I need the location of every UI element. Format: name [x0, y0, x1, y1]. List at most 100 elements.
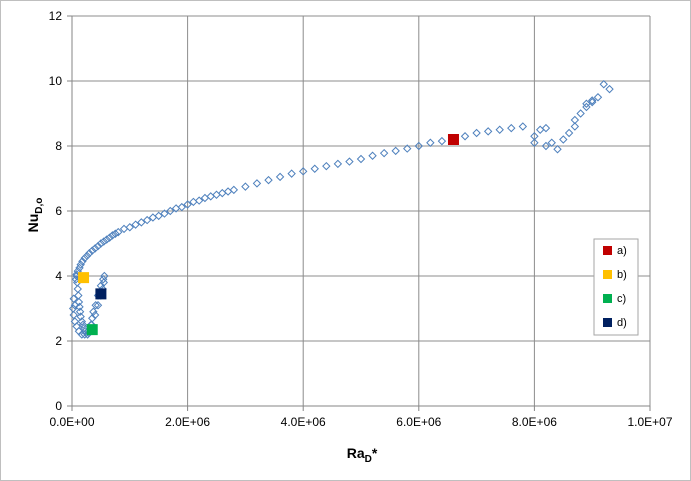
data-point: [69, 310, 78, 320]
y-tick-label: 2: [55, 334, 62, 348]
x-tick-label: 2.0E+06: [165, 415, 210, 429]
data-point: [564, 128, 574, 138]
highlight-marker: [95, 288, 107, 300]
data-point: [322, 161, 331, 171]
data-point: [99, 275, 108, 284]
data-point: [333, 159, 343, 169]
data-point: [593, 93, 603, 102]
data-point: [483, 127, 493, 136]
data-point: [368, 151, 377, 160]
data-point: [414, 141, 424, 151]
gridlines: [71, 15, 651, 407]
data-point: [100, 271, 109, 281]
highlight-marker: [86, 324, 98, 336]
x-tick-label: 6.0E+06: [396, 415, 441, 429]
data-point: [74, 297, 84, 307]
y-tick-label: 0: [55, 399, 62, 413]
data-point: [76, 312, 85, 321]
y-tick-label: 6: [55, 204, 62, 218]
legend-label: d): [617, 317, 627, 329]
data-point: [587, 97, 597, 107]
data-point: [229, 185, 239, 195]
data-point: [541, 123, 551, 133]
data-point: [82, 251, 92, 261]
data-point: [69, 294, 78, 303]
data-point: [76, 260, 85, 269]
data-point: [154, 211, 163, 221]
data-point: [241, 182, 250, 191]
data-point: [472, 128, 481, 138]
data-point: [166, 206, 175, 216]
data-point: [426, 138, 435, 147]
x-tick-label: 8.0E+06: [512, 415, 557, 429]
data-point: [391, 146, 400, 156]
data-point: [75, 307, 85, 316]
data-point: [125, 223, 135, 232]
data-point: [547, 138, 556, 147]
data-point: [85, 249, 94, 258]
data-point: [105, 233, 114, 242]
highlight-markers: [78, 134, 459, 336]
data-point: [356, 154, 366, 164]
data-point: [160, 209, 169, 218]
data-point: [93, 241, 103, 251]
data-point: [599, 80, 608, 89]
y-tick-label: 8: [55, 139, 62, 153]
x-axis-title: RaD*: [347, 445, 378, 465]
data-point: [74, 291, 83, 300]
y-tick-label: 10: [49, 74, 63, 88]
data-point: [460, 132, 470, 141]
data-point: [108, 231, 117, 240]
legend-swatch: [603, 246, 612, 255]
data-point: [131, 220, 140, 229]
data-point: [88, 246, 97, 255]
data-point: [570, 122, 580, 131]
legend-label: a): [617, 245, 627, 257]
data-point: [559, 135, 568, 144]
data-point: [111, 229, 120, 238]
data-point: [96, 239, 106, 248]
data-point: [541, 141, 551, 151]
legend: a) b) c) d): [593, 238, 639, 336]
data-point: [73, 266, 82, 276]
data-point: [264, 175, 273, 185]
data-point: [518, 122, 528, 131]
data-point: [437, 136, 447, 146]
data-point: [183, 200, 192, 209]
y-tick-label: 4: [55, 269, 62, 283]
data-point: [102, 235, 111, 244]
data-point: [287, 169, 296, 178]
x-tick-label: 1.0E+07: [627, 415, 672, 429]
data-point: [78, 257, 87, 266]
legend-box: [593, 238, 639, 336]
data-point: [507, 123, 516, 133]
data-point: [77, 317, 87, 326]
data-point: [177, 202, 187, 212]
data-point: [403, 144, 412, 153]
data-point: [142, 215, 152, 225]
highlight-marker: [78, 272, 90, 284]
data-point: [114, 227, 123, 237]
data-point: [379, 148, 389, 158]
y-tick-label: 12: [49, 9, 63, 23]
legend-label: b): [617, 269, 627, 281]
y-axis-title: NuD,o: [25, 198, 45, 233]
data-point: [93, 301, 103, 310]
data-point: [530, 138, 539, 147]
legend-label: c): [617, 293, 626, 305]
data-point: [553, 145, 562, 154]
data-point: [91, 301, 100, 310]
y-tick-labels: 0 2 4 6 8 10 12: [49, 9, 63, 413]
data-point: [75, 302, 84, 312]
data-point: [80, 253, 89, 263]
data-point: [194, 196, 204, 205]
data-point: [495, 125, 504, 134]
data-point: [310, 164, 319, 173]
axes: [67, 15, 651, 411]
data-point: [587, 96, 597, 105]
data-points: [68, 80, 614, 339]
x-tick-label: 4.0E+06: [281, 415, 326, 429]
legend-swatch: [603, 318, 612, 327]
data-point: [99, 237, 108, 246]
